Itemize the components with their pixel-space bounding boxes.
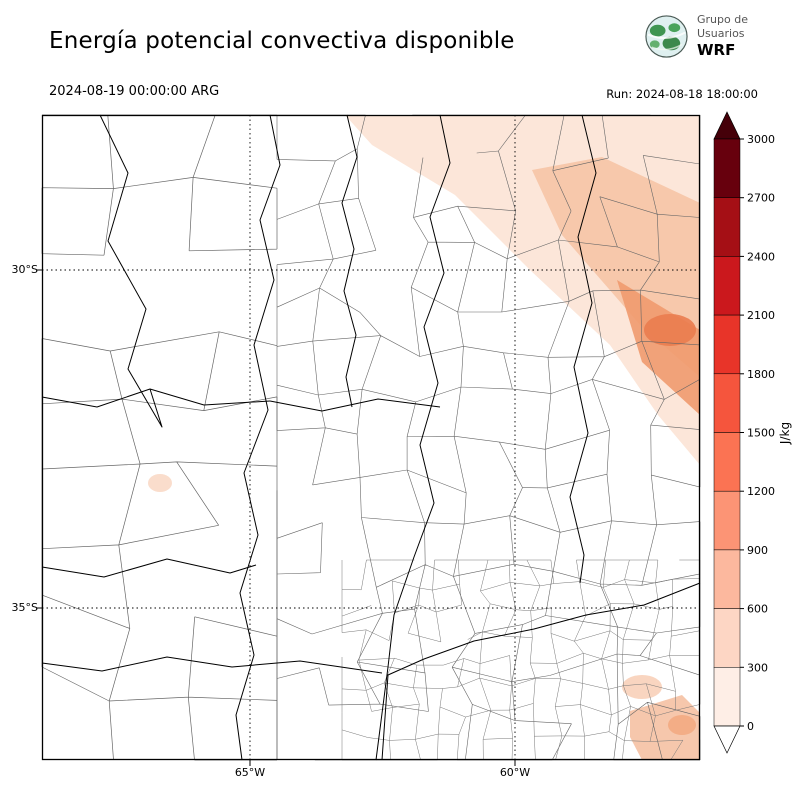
colorbar-tick-label: 3000 [747, 133, 775, 146]
colorbar-tick-label: 2100 [747, 309, 775, 322]
page-title: Energía potencial convectiva disponible [49, 28, 515, 54]
colorbar-segment [713, 138, 741, 198]
map-canvas [36, 114, 701, 766]
colorbar-segment [713, 256, 741, 316]
colorbar-segment [713, 197, 741, 257]
colorbar-under-arrow [713, 725, 741, 754]
wrf-logo: Grupo de Usuarios WRF [644, 13, 748, 59]
colorbar-segment [713, 373, 741, 433]
logo-text-wrf: WRF [697, 40, 736, 59]
colorbar-segment [713, 490, 741, 551]
colorbar-panel: 3000 2700 2400 2100 1800 1500 1200 900 600 300 0 [713, 111, 794, 762]
lat-tick-label-30s: 30°S [11, 263, 38, 276]
axis-ticks [36, 269, 516, 766]
run-time-label: Run: 2024-08-18 18:00:00 [606, 87, 758, 101]
map-frame [41, 114, 701, 761]
colorbar-tick-label: 300 [747, 661, 768, 674]
colorbar-tick-label: 0 [747, 720, 754, 733]
colorbar-tick-label: 900 [747, 544, 768, 557]
lon-tick-label-65w: 65°W [234, 766, 266, 779]
colorbar-tick-label: 2700 [747, 192, 775, 205]
valid-time-label: 2024-08-19 00:00:00 ARG [49, 84, 220, 99]
map-frame-layer [36, 114, 701, 766]
colorbar-segment [713, 608, 741, 668]
map-panel [36, 114, 701, 766]
lon-tick-label-60w: 60°W [499, 766, 531, 779]
colorbar-unit-label: J/kg [778, 421, 792, 445]
colorbar-tick-label: 1500 [747, 427, 775, 440]
wrf-globe-icon [645, 14, 688, 58]
colorbar-tick-label: 1200 [747, 485, 775, 498]
wrf-logo-text: Grupo de Usuarios WRF [697, 13, 748, 59]
colorbar-tick-label: 600 [747, 603, 768, 616]
colorbar-segment [713, 549, 741, 609]
province-boundaries-layer [41, 114, 701, 761]
logo-text-line2: Usuarios [697, 26, 745, 40]
colorbar-over-arrow [713, 111, 741, 140]
cape-shading-layer [148, 115, 700, 760]
colorbar-tick-label: 1800 [747, 368, 775, 381]
colorbar-segment [713, 432, 741, 492]
colorbar-segment [713, 667, 741, 727]
colorbar-segment [713, 314, 741, 375]
graticule-layer [42, 115, 700, 760]
logo-text-line1: Grupo de [697, 13, 748, 26]
colorbar-tick-label: 2400 [747, 250, 775, 263]
lat-tick-label-35s: 35°S [11, 601, 38, 614]
